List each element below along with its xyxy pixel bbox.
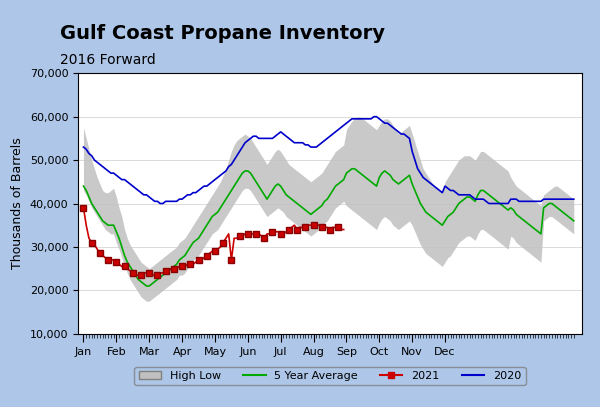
Y-axis label: Thousands of Barrels: Thousands of Barrels (11, 138, 24, 269)
Legend: High Low, 5 Year Average, 2021, 2020: High Low, 5 Year Average, 2021, 2020 (134, 367, 526, 385)
Text: Gulf Coast Propane Inventory: Gulf Coast Propane Inventory (60, 24, 385, 44)
Text: 2016 Forward: 2016 Forward (60, 53, 156, 67)
